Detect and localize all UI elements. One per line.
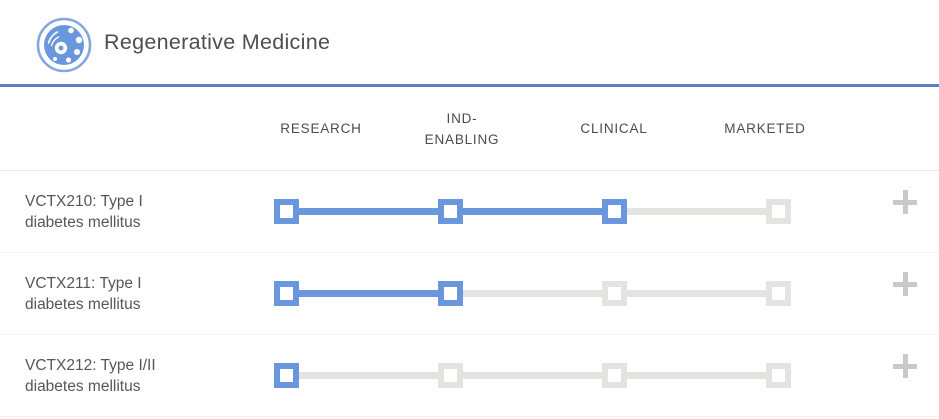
plus-icon[interactable] [893,272,917,296]
stage-node-2-pending [437,363,463,388]
pipeline-row: VCTX211: Type I diabetes mellitus [0,252,939,334]
stage-node-3-pending [601,281,627,306]
pipeline-row: VCTX210: Type I diabetes mellitus [0,170,939,252]
stage-header-marketed: MARKETED [724,121,806,136]
card-header: Regenerative Medicine [0,0,939,87]
track-progress [286,290,450,297]
stage-header-ind-enabling: IND- ENABLING [424,110,500,147]
cell-icon [36,17,92,73]
plus-icon[interactable] [893,354,917,378]
stage-node-1-complete [273,363,299,388]
stage-header-row: RESEARCH IND- ENABLING CLINICAL MARKETED [0,87,939,170]
stage-node-1-complete [273,199,299,224]
program-label: VCTX210: Type I diabetes mellitus [25,192,143,231]
stage-node-4-pending [765,281,791,306]
plus-icon[interactable] [893,190,917,214]
stage-node-2-complete [437,281,463,306]
track-remaining [286,372,778,379]
program-label: VCTX212: Type I/II diabetes mellitus [25,356,156,395]
stage-node-1-complete [273,281,299,306]
pipeline-rows: VCTX210: Type I diabetes mellitus VCTX211… [0,170,939,417]
track-remaining [286,290,778,297]
stage-node-3-pending [601,363,627,388]
stage-node-4-pending [765,363,791,388]
program-label: VCTX211: Type I diabetes mellitus [25,274,142,313]
stage-node-4-pending [765,199,791,224]
pipeline-row: VCTX212: Type I/II diabetes mellitus [0,334,939,416]
stage-header-research: RESEARCH [280,121,362,136]
stage-node-2-complete [437,199,463,224]
stage-node-3-complete [601,199,627,224]
stage-header-clinical: CLINICAL [580,121,648,136]
card-title: Regenerative Medicine [104,29,331,54]
